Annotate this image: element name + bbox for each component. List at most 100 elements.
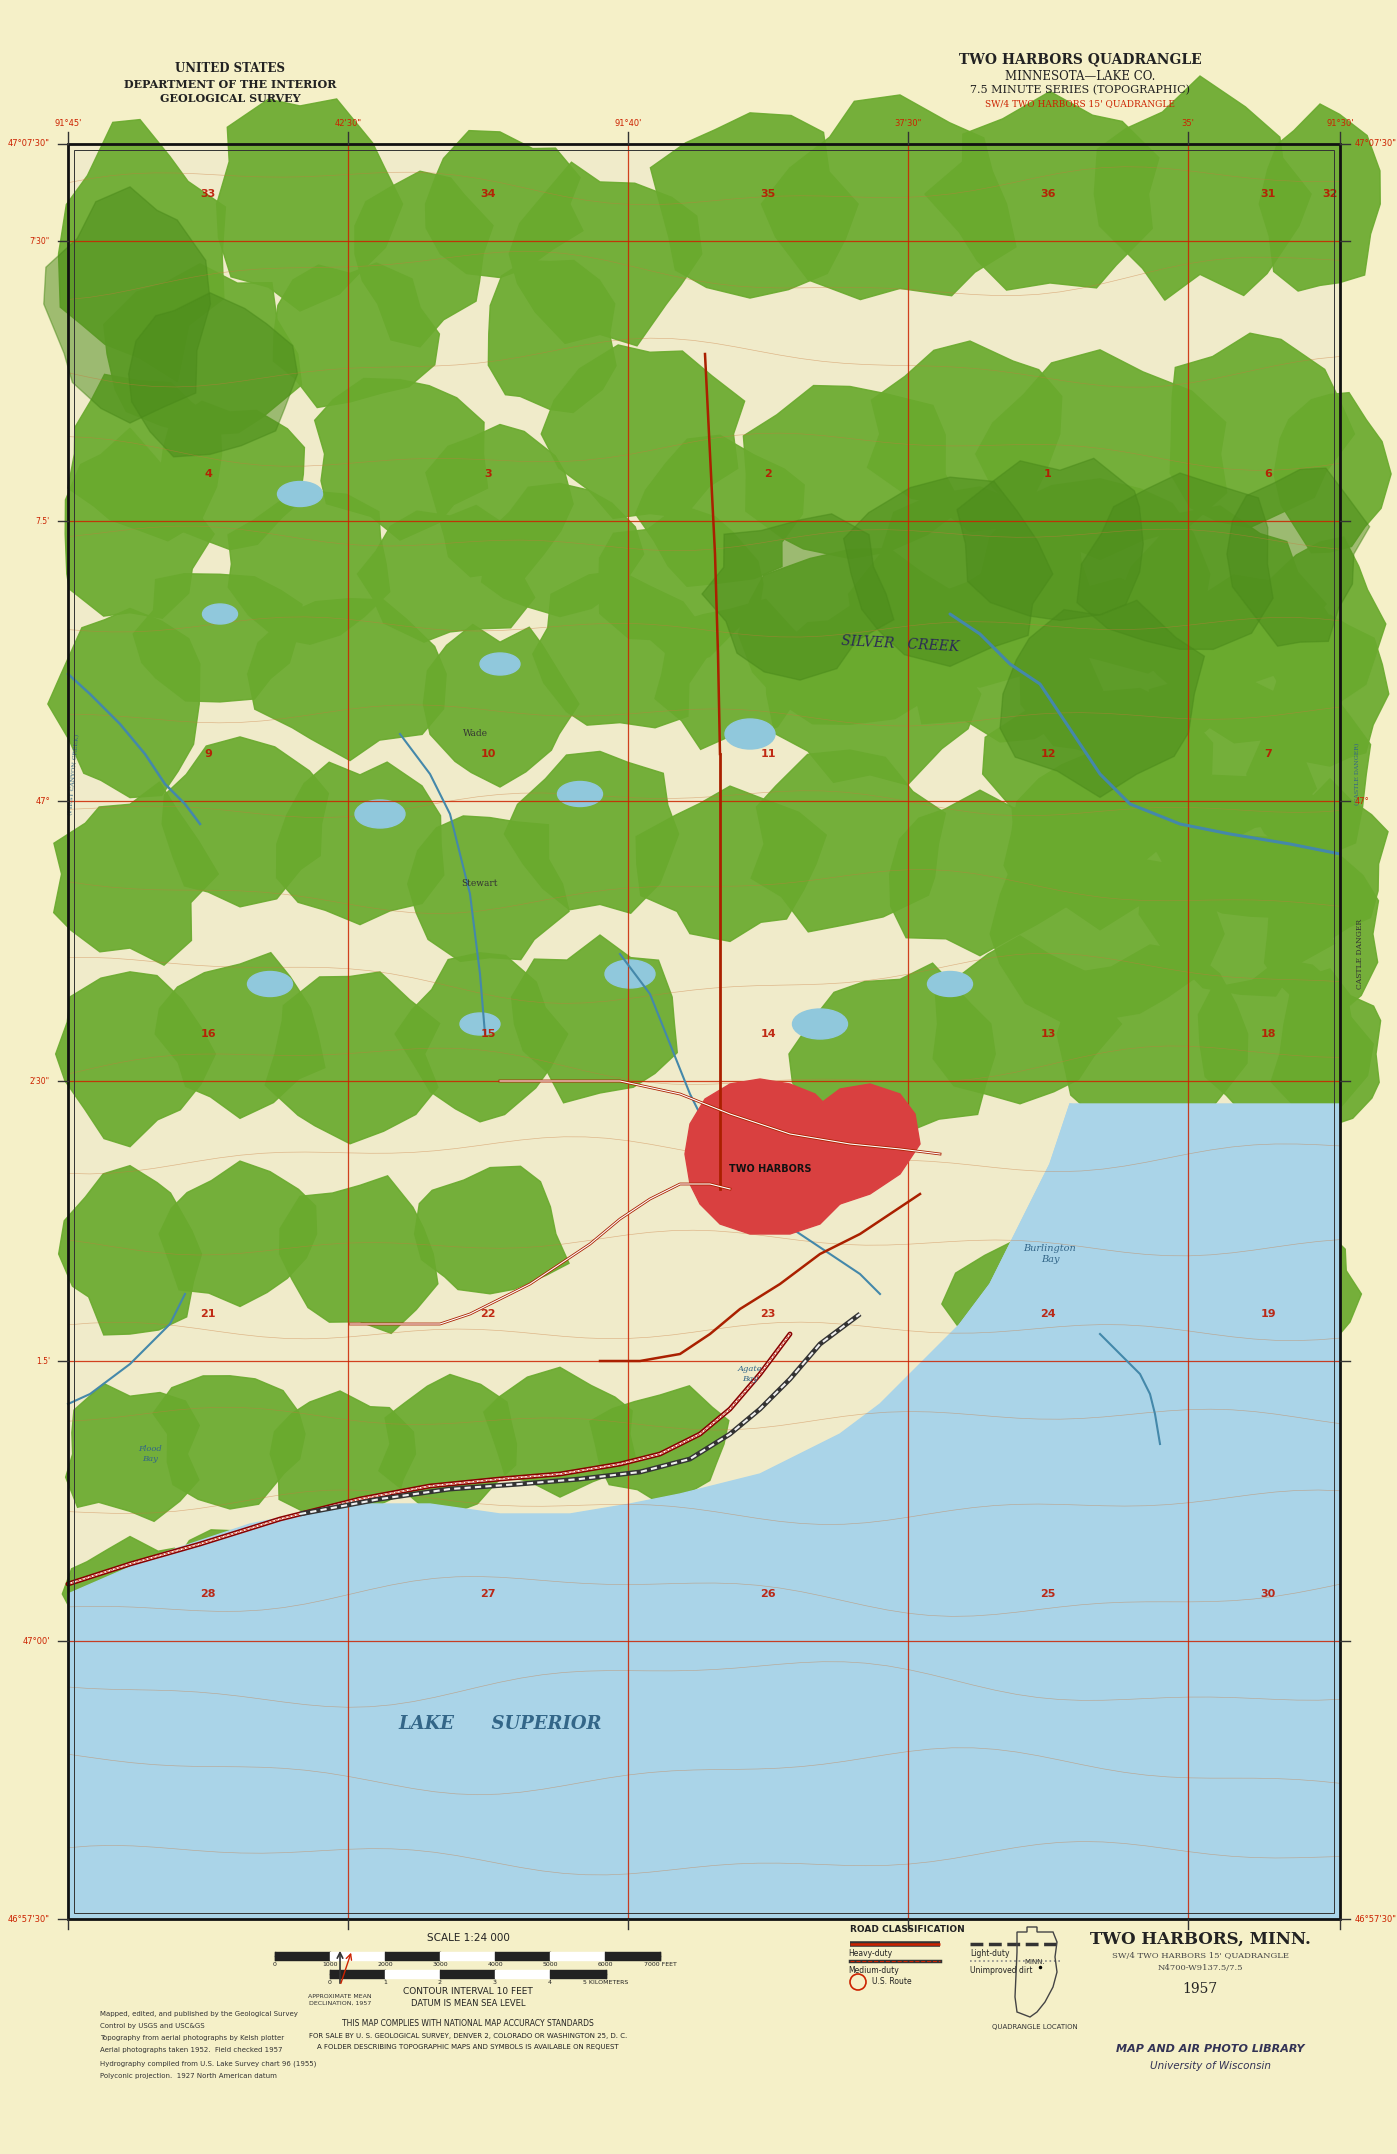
Polygon shape xyxy=(53,782,218,965)
Polygon shape xyxy=(1083,1198,1271,1340)
Polygon shape xyxy=(66,429,214,618)
Text: 21: 21 xyxy=(200,1310,215,1318)
Polygon shape xyxy=(247,599,446,760)
Text: U.S. Route: U.S. Route xyxy=(872,1977,912,1986)
Polygon shape xyxy=(844,478,1053,666)
Ellipse shape xyxy=(557,782,602,806)
Text: Heavy-duty: Heavy-duty xyxy=(848,1949,893,1958)
Polygon shape xyxy=(1199,959,1373,1118)
Bar xyxy=(74,151,1334,1913)
Text: Unimproved dirt: Unimproved dirt xyxy=(970,1967,1032,1975)
Text: 19: 19 xyxy=(1260,1310,1275,1318)
Polygon shape xyxy=(510,162,701,347)
Text: 13: 13 xyxy=(1041,1030,1056,1038)
Text: 26: 26 xyxy=(760,1590,775,1598)
Polygon shape xyxy=(957,459,1143,620)
Ellipse shape xyxy=(278,482,323,506)
Polygon shape xyxy=(1171,334,1355,528)
Polygon shape xyxy=(129,293,298,457)
Bar xyxy=(68,144,1340,1919)
Text: Mapped, edited, and published by the Geological Survey: Mapped, edited, and published by the Geo… xyxy=(101,2012,298,2016)
Polygon shape xyxy=(358,506,535,642)
Text: A FOLDER DESCRIBING TOPOGRAPHIC MAPS AND SYMBOLS IS AVAILABLE ON REQUEST: A FOLDER DESCRIBING TOPOGRAPHIC MAPS AND… xyxy=(317,2044,619,2051)
Text: Flood
Bay: Flood Bay xyxy=(138,1445,162,1463)
Polygon shape xyxy=(217,99,402,310)
Text: 3000: 3000 xyxy=(432,1962,448,1967)
Polygon shape xyxy=(814,1083,921,1204)
Ellipse shape xyxy=(928,971,972,997)
Polygon shape xyxy=(1248,689,1370,855)
Text: 2000: 2000 xyxy=(377,1962,393,1967)
Polygon shape xyxy=(982,674,1213,881)
Text: 35': 35' xyxy=(1182,118,1194,129)
Text: 16: 16 xyxy=(200,1030,215,1038)
Polygon shape xyxy=(975,349,1227,560)
Polygon shape xyxy=(506,1540,643,1650)
Text: 1: 1 xyxy=(383,1980,387,1986)
Polygon shape xyxy=(1094,75,1312,299)
Text: Medium-duty: Medium-duty xyxy=(848,1967,898,1975)
Polygon shape xyxy=(43,187,211,422)
Polygon shape xyxy=(415,1165,569,1295)
Text: 1000: 1000 xyxy=(323,1962,338,1967)
Polygon shape xyxy=(265,971,440,1144)
Ellipse shape xyxy=(355,799,405,827)
Text: 5 KILOMETERS: 5 KILOMETERS xyxy=(584,1980,629,1986)
Ellipse shape xyxy=(605,961,655,989)
Polygon shape xyxy=(274,263,440,407)
Text: 47°07'30": 47°07'30" xyxy=(1355,140,1397,149)
Polygon shape xyxy=(1252,536,1386,717)
Text: Aerial photographs taken 1952.  Field checked 1957: Aerial photographs taken 1952. Field che… xyxy=(101,2046,282,2053)
Polygon shape xyxy=(636,435,805,586)
Text: 23: 23 xyxy=(760,1310,775,1318)
Polygon shape xyxy=(270,1391,415,1516)
Text: 1.5': 1.5' xyxy=(36,1357,50,1366)
Text: 7000 FEET: 7000 FEET xyxy=(644,1962,676,1967)
Text: 35: 35 xyxy=(760,190,775,198)
Text: 37'30": 37'30" xyxy=(894,118,922,129)
Polygon shape xyxy=(56,971,215,1146)
Polygon shape xyxy=(1116,506,1326,698)
Text: DEPARTMENT OF THE INTERIOR: DEPARTMENT OF THE INTERIOR xyxy=(124,78,337,90)
Text: Stewart: Stewart xyxy=(462,879,499,887)
Polygon shape xyxy=(408,816,569,961)
Text: 34: 34 xyxy=(481,190,496,198)
Text: 31: 31 xyxy=(1260,190,1275,198)
Polygon shape xyxy=(1077,474,1273,648)
Text: CASTLE DANGER: CASTLE DANGER xyxy=(1356,920,1363,989)
Text: 91°40': 91°40' xyxy=(615,118,641,129)
Polygon shape xyxy=(953,1348,1148,1503)
Polygon shape xyxy=(395,952,567,1122)
Text: 12: 12 xyxy=(1041,750,1056,758)
Text: TWO HARBORS: TWO HARBORS xyxy=(729,1163,812,1174)
Polygon shape xyxy=(68,1105,1340,1919)
Polygon shape xyxy=(655,599,816,750)
Polygon shape xyxy=(1058,946,1248,1124)
Text: 7'30": 7'30" xyxy=(29,237,50,246)
Ellipse shape xyxy=(481,653,520,674)
Polygon shape xyxy=(47,607,200,797)
Text: 2: 2 xyxy=(764,470,773,478)
Text: 47°: 47° xyxy=(35,797,50,806)
Polygon shape xyxy=(423,625,578,786)
Text: 27: 27 xyxy=(481,1590,496,1598)
Polygon shape xyxy=(483,1368,636,1497)
Text: 11: 11 xyxy=(760,750,775,758)
Ellipse shape xyxy=(247,971,292,997)
Polygon shape xyxy=(68,375,222,541)
Text: 0: 0 xyxy=(272,1962,277,1967)
Text: 46°57'30": 46°57'30" xyxy=(8,1915,50,1924)
Polygon shape xyxy=(685,1079,849,1234)
Polygon shape xyxy=(482,482,644,616)
Text: 36: 36 xyxy=(1041,190,1056,198)
Ellipse shape xyxy=(203,603,237,625)
Polygon shape xyxy=(1004,750,1214,931)
Text: FOR SALE BY U. S. GEOLOGICAL SURVEY, DENVER 2, COLORADO OR WASHINGTON 25, D. C.: FOR SALE BY U. S. GEOLOGICAL SURVEY, DEN… xyxy=(309,2033,627,2040)
Ellipse shape xyxy=(792,1008,848,1038)
Polygon shape xyxy=(898,562,1102,741)
Text: 1: 1 xyxy=(1044,470,1052,478)
Polygon shape xyxy=(789,963,995,1135)
Text: QUADRANGLE LOCATION: QUADRANGLE LOCATION xyxy=(992,2025,1078,2029)
Text: 47°00': 47°00' xyxy=(22,1637,50,1646)
Polygon shape xyxy=(154,1376,305,1510)
